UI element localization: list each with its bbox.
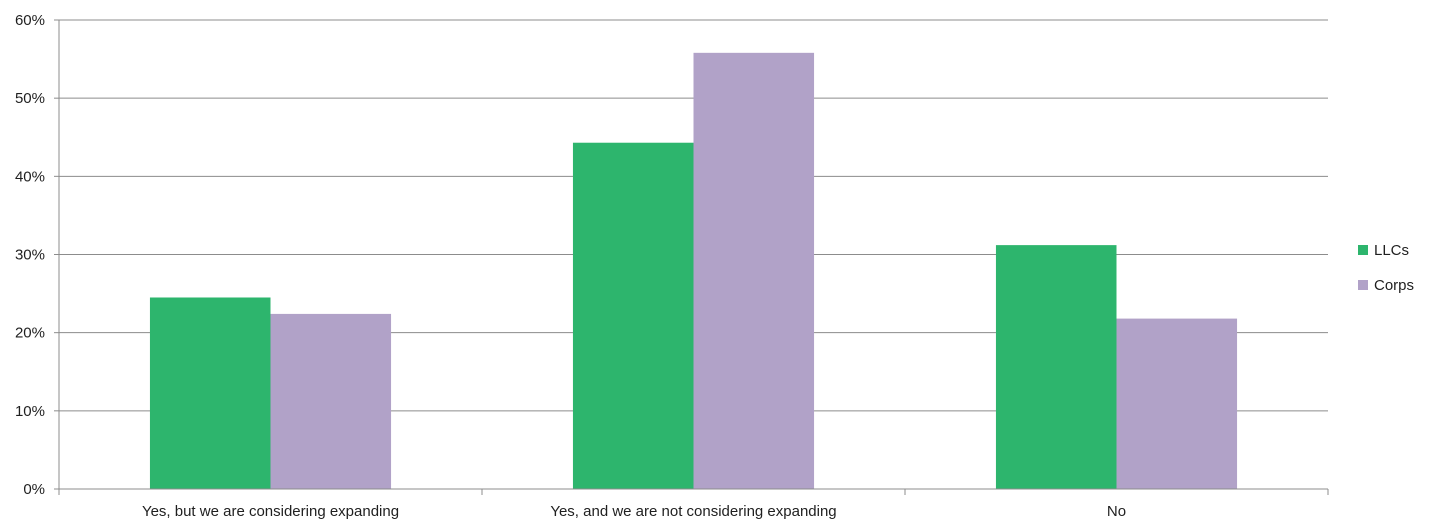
y-tick-label: 0% xyxy=(23,481,45,498)
y-tick-label: 60% xyxy=(15,12,45,29)
legend-swatch-llcs xyxy=(1358,245,1368,255)
bars xyxy=(149,52,1238,489)
legend-label-corps: Corps xyxy=(1374,277,1414,294)
y-axis: 0% 10% 20% 30% 40% 50% 60% xyxy=(15,12,60,498)
legend-swatch-corps xyxy=(1358,280,1368,290)
x-tick-label: Yes, but we are considering expanding xyxy=(142,503,399,520)
y-tick-label: 30% xyxy=(15,247,45,264)
x-axis: Yes, but we are considering expanding Yes… xyxy=(58,488,1329,520)
bar-corps-1 xyxy=(270,313,392,489)
y-tick-label: 50% xyxy=(15,90,45,107)
legend-label-llcs: LLCs xyxy=(1374,242,1409,259)
bar-corps-2 xyxy=(693,52,815,489)
legend: LLCs Corps xyxy=(1358,242,1414,294)
bar-corps-3 xyxy=(1116,318,1238,489)
bar-llcs-2 xyxy=(572,142,694,489)
x-tick-label: No xyxy=(1107,503,1126,520)
x-tick-label: Yes, and we are not considering expandin… xyxy=(550,503,836,520)
y-tick-label: 20% xyxy=(15,325,45,342)
y-tick-label: 40% xyxy=(15,168,45,185)
y-tick-label: 10% xyxy=(15,403,45,420)
bar-llcs-1 xyxy=(149,297,271,489)
bar-llcs-3 xyxy=(995,245,1117,489)
